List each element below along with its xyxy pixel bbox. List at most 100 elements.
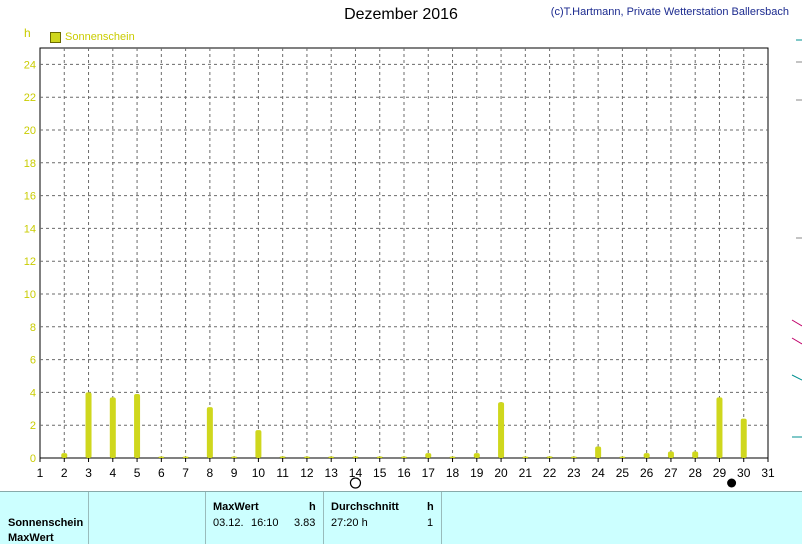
- y-tick-label: 8: [30, 322, 36, 334]
- copyright-text: (c)T.Hartmann, Private Wetterstation Bal…: [550, 6, 789, 18]
- bar: [376, 456, 383, 458]
- x-tick-label: 7: [182, 466, 189, 480]
- panel-divider: [88, 492, 89, 544]
- bar: [716, 397, 723, 458]
- bar: [279, 456, 286, 458]
- bar: [134, 394, 141, 458]
- x-tick-label: 19: [470, 466, 484, 480]
- x-tick-label: 13: [325, 466, 339, 480]
- x-tick-label: 4: [109, 466, 116, 480]
- bar: [595, 446, 602, 458]
- bar: [352, 456, 359, 458]
- y-tick-label: 4: [30, 387, 36, 399]
- moon-markers: [349, 477, 737, 489]
- bar: [619, 456, 626, 458]
- max-unit: h: [309, 501, 316, 513]
- bar: [667, 451, 674, 458]
- bar: [546, 456, 553, 458]
- y-tick-label: 0: [30, 453, 36, 465]
- legend: Sonnenschein: [50, 31, 135, 43]
- panel-divider: [441, 492, 442, 544]
- bar: [158, 456, 165, 458]
- bar: [473, 453, 480, 458]
- x-tick-label: 1: [37, 466, 44, 480]
- y-tick-label: 22: [24, 92, 36, 104]
- x-tick-label: 17: [422, 466, 436, 480]
- x-tick-label: 31: [761, 466, 775, 480]
- legend-label: Sonnenschein: [65, 31, 135, 43]
- bars: [61, 392, 747, 458]
- avg-count: 1: [427, 517, 434, 529]
- max-date: 03.12.: [213, 517, 244, 529]
- y-tick-label: 18: [24, 158, 36, 170]
- x-tick-label: 15: [373, 466, 387, 480]
- x-tick-label: 14: [349, 466, 363, 480]
- row-label-maxwert: MaxWert: [8, 532, 54, 544]
- bar: [255, 430, 262, 458]
- x-tick-label: 29: [713, 466, 727, 480]
- right-edge-fragments: [791, 39, 802, 438]
- x-tick-label: 22: [543, 466, 557, 480]
- legend-swatch: [50, 31, 61, 43]
- y-axis-unit-label: h: [24, 26, 31, 40]
- x-tick-label: 11: [276, 466, 289, 480]
- x-tick-label: 21: [519, 466, 533, 480]
- y-tick-label: 2: [30, 420, 36, 432]
- bar: [498, 402, 505, 458]
- bar: [401, 456, 407, 458]
- bar: [85, 392, 92, 458]
- x-tick-label: 28: [689, 466, 703, 480]
- x-tick-label: 25: [616, 466, 630, 480]
- x-tick-label: 3: [85, 466, 92, 480]
- bar: [231, 456, 238, 458]
- avg-unit: h: [427, 501, 434, 513]
- x-tick-label: 18: [446, 466, 460, 480]
- new-moon-marker: [727, 478, 737, 488]
- y-tick-label: 20: [24, 125, 36, 137]
- max-time: 16:10: [251, 517, 279, 529]
- max-header: MaxWert: [213, 501, 259, 513]
- bar: [570, 456, 577, 458]
- bar: [328, 456, 335, 458]
- y-tick-label: 14: [24, 223, 36, 235]
- bar: [643, 453, 650, 458]
- bar: [522, 456, 529, 458]
- bar: [206, 407, 213, 458]
- bar: [740, 418, 747, 458]
- x-tick-label: 9: [231, 466, 238, 480]
- panel-divider: [323, 492, 324, 544]
- bar: [303, 456, 310, 458]
- x-tick-label: 26: [640, 466, 654, 480]
- x-tick-label: 8: [207, 466, 214, 480]
- bar: [109, 397, 116, 458]
- panel-divider: [205, 492, 206, 544]
- x-tick-label: 20: [494, 466, 508, 480]
- x-tick-label: 12: [300, 466, 314, 480]
- x-tick-label: 24: [591, 466, 605, 480]
- x-tick-label: 16: [397, 466, 411, 480]
- x-tick-label: 27: [664, 466, 678, 480]
- x-tick-label: 30: [737, 466, 751, 480]
- x-tick-label: 6: [158, 466, 165, 480]
- bar: [61, 453, 68, 458]
- avg-value: 27:20 h: [331, 517, 368, 529]
- x-tick-label: 23: [567, 466, 581, 480]
- bar: [449, 456, 456, 458]
- bar: [182, 456, 189, 458]
- chart-title: Dezember 2016: [344, 6, 458, 23]
- y-tick-label: 16: [24, 191, 36, 203]
- y-tick-label: 6: [30, 355, 36, 367]
- y-tick-label: 10: [24, 289, 36, 301]
- y-tick-label: 12: [24, 256, 36, 268]
- bar: [692, 451, 699, 458]
- avg-header: Durchschnitt: [331, 501, 399, 513]
- row-label-sonnenschein: Sonnenschein: [8, 517, 84, 529]
- x-tick-label: 5: [134, 466, 141, 480]
- y-tick-label: 24: [24, 59, 36, 71]
- x-axis-ticks: 1 2 3 4 5 6 7 8 9 10 11 12 13 14 15 16 17 18 19 20 21 22 23 24 2…: [37, 458, 775, 480]
- x-tick-label: 10: [252, 466, 266, 480]
- summary-panel: Sonnenschein MaxWert MaxWert h 03.12. 16…: [0, 491, 802, 544]
- max-value: 3.83: [294, 517, 316, 529]
